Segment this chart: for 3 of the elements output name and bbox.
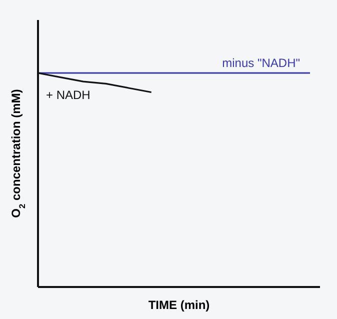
- series-label: minus "NADH": [222, 56, 300, 70]
- x-axis-title: TIME (min): [148, 298, 210, 312]
- series-label: + NADH: [46, 88, 90, 102]
